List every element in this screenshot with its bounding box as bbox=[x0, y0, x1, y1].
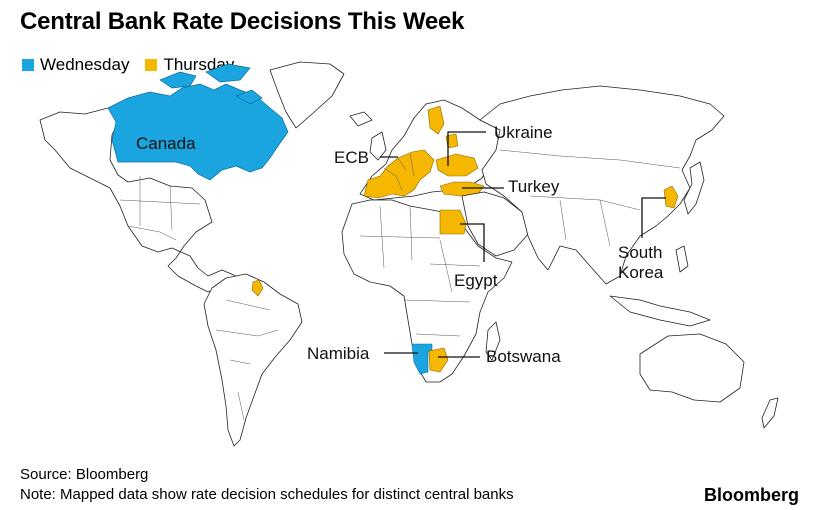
label-korea: Korea bbox=[618, 263, 664, 282]
land-asia bbox=[479, 85, 725, 285]
region-namibia bbox=[411, 343, 433, 375]
land-iceland bbox=[349, 111, 373, 127]
land-middle-east bbox=[461, 191, 531, 257]
label-namibia: Namibia bbox=[307, 344, 370, 363]
bloomberg-logo: Bloomberg bbox=[703, 485, 799, 505]
legend-label-wednesday: Wednesday bbox=[40, 55, 130, 74]
leader-egypt bbox=[460, 223, 485, 262]
chart-title: Central Bank Rate Decisions This Week bbox=[20, 8, 465, 35]
label-canada: Canada bbox=[136, 134, 196, 153]
land-australia bbox=[639, 333, 745, 403]
label-south: South bbox=[618, 243, 662, 262]
land-britain bbox=[369, 131, 387, 161]
region-guyana bbox=[251, 279, 264, 297]
land-indonesia bbox=[609, 295, 711, 327]
label-turkey: Turkey bbox=[508, 177, 560, 196]
border-eurozone bbox=[383, 153, 415, 191]
region-ecb-baltics bbox=[427, 105, 459, 149]
region-turkey bbox=[439, 181, 485, 197]
region-ecb bbox=[363, 149, 435, 199]
border-south-america bbox=[215, 299, 279, 421]
footnote: Note: Mapped data show rate decision sch… bbox=[20, 486, 514, 503]
land-south-america bbox=[203, 273, 303, 447]
region-south-korea bbox=[663, 185, 679, 209]
leader-korea bbox=[641, 197, 666, 238]
label-egypt: Egypt bbox=[454, 271, 498, 290]
label-ecb: ECB bbox=[334, 148, 369, 167]
border-africa bbox=[359, 205, 481, 337]
region-egypt bbox=[439, 209, 467, 235]
leader-ukraine bbox=[447, 131, 486, 166]
land-madagascar bbox=[485, 321, 501, 361]
land-new-zealand bbox=[761, 397, 779, 429]
source-note: Source: Bloomberg bbox=[20, 466, 149, 483]
legend-item-wednesday: Wednesday bbox=[22, 55, 129, 75]
label-botswana: Botswana bbox=[486, 347, 561, 366]
legend-swatch-thursday bbox=[145, 59, 158, 71]
border-us-mexico bbox=[127, 225, 177, 241]
land-japan bbox=[683, 161, 705, 215]
land-greenland bbox=[269, 61, 345, 129]
border-us-states bbox=[119, 176, 201, 231]
region-canada bbox=[107, 83, 289, 181]
land-philippines bbox=[675, 245, 689, 273]
land-north-america bbox=[39, 107, 237, 293]
border-asia bbox=[499, 149, 681, 247]
region-ukraine bbox=[435, 153, 479, 177]
region-canada-arctic bbox=[159, 63, 263, 105]
label-ukraine: Ukraine bbox=[494, 123, 553, 142]
region-botswana bbox=[428, 347, 449, 373]
legend-swatch-wednesday bbox=[22, 59, 34, 71]
